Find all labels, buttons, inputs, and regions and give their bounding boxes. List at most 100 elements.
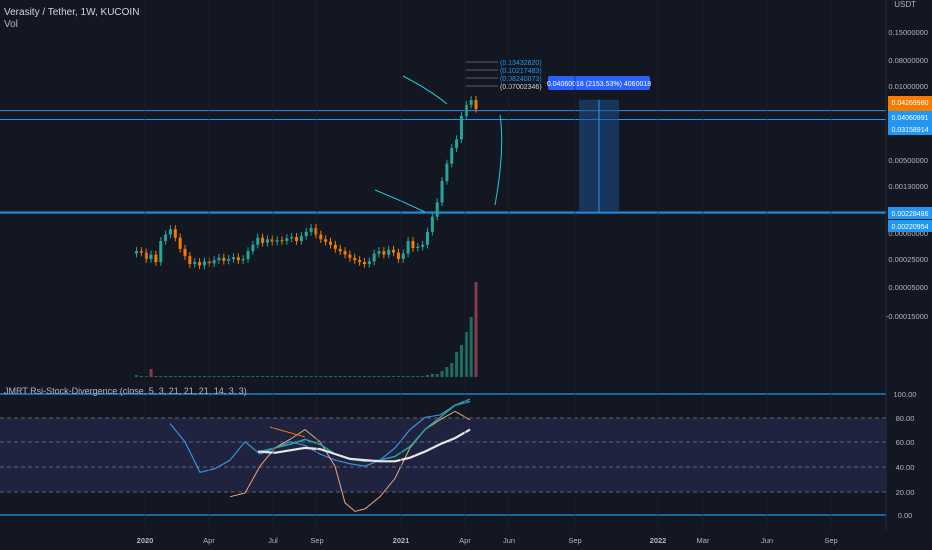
- volume-bar: [198, 376, 202, 377]
- volume-bar: [188, 376, 192, 377]
- volume-bar: [343, 376, 347, 377]
- volume-bar: [421, 376, 425, 377]
- volume-bar: [183, 376, 187, 377]
- volume-bar: [212, 376, 216, 377]
- price-tick-label: 0.01000000: [888, 82, 928, 91]
- volume-bar: [217, 376, 221, 377]
- arrow-annotation: [494, 114, 503, 206]
- candle: [154, 254, 158, 263]
- candle: [469, 100, 473, 105]
- candle: [362, 262, 366, 265]
- axis-unit: USDT: [894, 0, 916, 9]
- candle: [474, 100, 478, 109]
- candle: [202, 261, 206, 266]
- candle: [299, 236, 303, 242]
- candle: [227, 259, 231, 261]
- volume-bar: [222, 376, 226, 377]
- x-tick-label: Mar: [697, 536, 710, 545]
- candle: [329, 241, 332, 245]
- volume-bar: [309, 376, 313, 377]
- volume-bar: [392, 376, 396, 377]
- candle: [314, 227, 318, 235]
- candle: [406, 241, 410, 254]
- candle: [392, 249, 396, 253]
- candle: [275, 240, 279, 242]
- volume-bar: [367, 376, 371, 377]
- x-tick-label: 2020: [137, 536, 154, 545]
- measure-label: 0.04060018 (2153.53%) 4060018: [547, 81, 651, 88]
- volume-bar: [333, 376, 337, 377]
- volume-bar: [241, 376, 245, 377]
- candle: [159, 241, 163, 263]
- candle: [217, 257, 221, 261]
- volume-bar: [430, 374, 434, 377]
- volume-bar: [324, 376, 328, 377]
- candle: [319, 234, 323, 240]
- x-tick-label: Sep: [824, 536, 837, 545]
- price-badge: [888, 96, 932, 108]
- candle: [193, 262, 197, 265]
- volume-bar: [265, 376, 269, 377]
- candle: [168, 229, 172, 235]
- measure-label-bg: [548, 76, 650, 90]
- x-tick-label: Sep: [310, 536, 323, 545]
- price-badge-label: 0.00220954: [892, 224, 929, 231]
- candle: [222, 257, 226, 261]
- price-badge: [888, 123, 932, 135]
- volume-bar: [329, 376, 332, 377]
- candle: [304, 231, 308, 237]
- volume-bar: [159, 376, 163, 377]
- volume-bar: [304, 376, 308, 377]
- volume-bar: [469, 317, 473, 377]
- price-badge: [888, 220, 932, 232]
- volume-bar: [362, 376, 366, 377]
- candle: [445, 163, 449, 182]
- candle: [338, 248, 342, 252]
- volume-bar: [382, 376, 386, 377]
- volume-bar: [455, 352, 459, 377]
- volume-bar: [353, 376, 357, 377]
- volume-label: Vol: [4, 19, 18, 30]
- axes: 0.15000000 0.08000000 0.01000000 0.00500000…: [137, 0, 932, 545]
- x-tick-label: Jun: [503, 536, 515, 545]
- rsi-tick-label: 0.00: [898, 511, 913, 520]
- candle: [212, 260, 216, 264]
- candle: [290, 237, 294, 239]
- volume-bar: [416, 376, 420, 377]
- volume-bar: [411, 376, 415, 377]
- volume-bar: [319, 376, 323, 377]
- candle: [178, 237, 182, 249]
- volume-bar: [377, 376, 381, 377]
- volume-bar: [193, 376, 197, 377]
- volume-bar: [261, 376, 265, 377]
- rsi-tick-label: 80.00: [896, 414, 915, 423]
- price-badge-label: 0.00228486: [892, 211, 929, 218]
- candle: [348, 254, 352, 258]
- price-tick-label: 0.08000000: [888, 56, 928, 65]
- price-tick-label: 0.00130000: [888, 182, 928, 191]
- price-badge: [888, 111, 932, 123]
- indicator-label: JMRT Rsi-Stock-Divergence (close, 5, 3, …: [4, 386, 247, 396]
- volume-bar: [227, 376, 231, 377]
- candle: [411, 241, 415, 249]
- candle: [261, 237, 265, 243]
- candle: [198, 262, 202, 266]
- candle: [401, 253, 405, 259]
- volume-bar: [290, 376, 294, 377]
- rsi-tick-label: 60.00: [896, 438, 915, 447]
- volume-bar: [406, 376, 410, 377]
- price-tick-label: -0.00015000: [886, 312, 928, 321]
- volume-bar: [387, 376, 391, 377]
- candle: [430, 216, 434, 232]
- candles: [135, 96, 478, 270]
- volume-bar: [435, 374, 439, 377]
- volume-bar: [270, 376, 274, 377]
- volume-bar: [251, 376, 255, 377]
- arrow-annotation: [402, 75, 448, 105]
- volume-bar: [348, 376, 352, 377]
- candle: [183, 248, 187, 257]
- rsi-band: [0, 418, 886, 492]
- volume-bar: [164, 376, 168, 377]
- fib-label: (0.07002346): [500, 84, 542, 91]
